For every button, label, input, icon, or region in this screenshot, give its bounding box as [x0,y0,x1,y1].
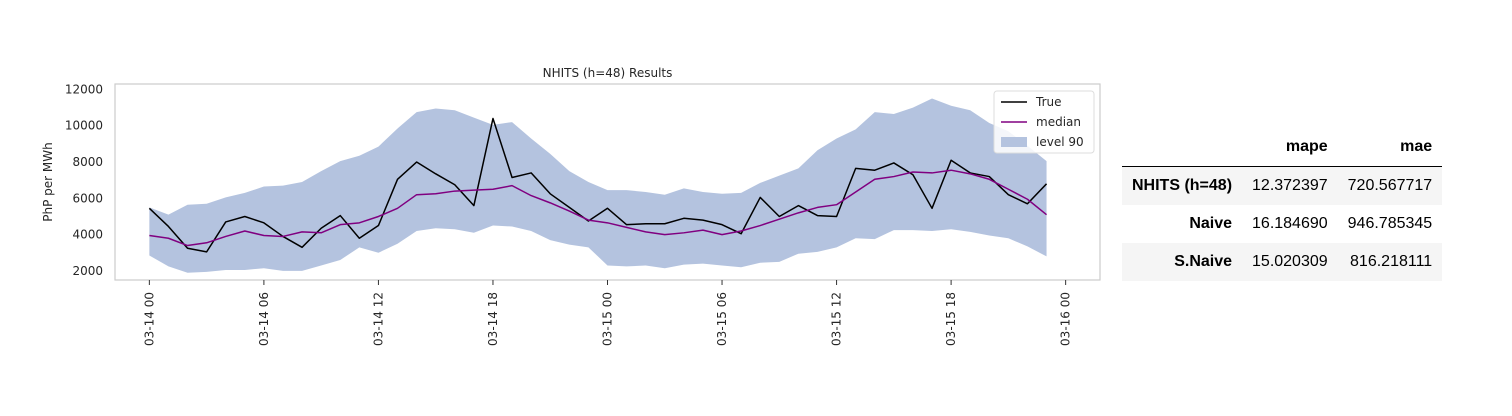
row-label: NHITS (h=48) [1132,177,1233,194]
mae-cell: 946.785345 [1347,215,1433,232]
series-line-median [149,169,1048,247]
y-tick-label: 2000 [72,264,103,278]
mape-column-header: mape [1285,138,1328,155]
mape-cell: 12.372397 [1252,177,1328,194]
table-corner-header [1122,128,1242,167]
x-tick-label: 03-14 12 [371,292,385,346]
series-line-true [148,117,1048,253]
x-tick-label: 03-15 00 [601,292,615,346]
mae-cell: 720.567717 [1347,177,1433,194]
legend-swatch [1001,137,1027,147]
y-tick-label: 4000 [72,228,103,242]
row-label: Naive [1189,215,1233,232]
y-tick-label: 12000 [65,82,103,96]
table-row: S.Naive 15.020309 816.218111 [1122,243,1443,281]
forecast-chart: 2000 4000 6000 8000 10000 12000 03-14 00 03-14 … [41,66,1101,346]
table-row: Naive 16.184690 946.785345 [1122,205,1442,243]
level-90-band [149,98,1047,273]
mae-column-header: mae [1400,138,1433,155]
mape-cell: 16.184690 [1252,215,1328,232]
x-tick-label: 03-14 18 [486,292,500,346]
legend-label: median [1036,115,1081,129]
y-tick-label: 8000 [72,155,103,169]
y-tick-label: 10000 [65,119,103,133]
metrics-table: mape mae NHITS (h=48) 12.372397 720.5677… [1122,128,1443,281]
row-label: S.Naive [1174,253,1233,270]
chart-title: NHITS (h=48) Results [543,66,673,80]
table-header-row: mape mae [1122,128,1443,167]
y-tick-label: 6000 [72,191,103,205]
table-row: NHITS (h=48) 12.372397 720.567717 [1122,166,1443,205]
x-tick-label: 03-14 06 [257,292,271,346]
mape-cell: 15.020309 [1252,253,1328,270]
y-axis-label: PhP per MWh [41,142,55,221]
forecast-chart-svg: 2000 4000 6000 8000 10000 12000 03-14 00 03-14 … [41,66,1101,346]
legend-label: level 90 [1036,135,1084,149]
x-tick-label: 03-15 06 [715,292,729,346]
legend-label: True [1035,95,1062,109]
x-tick-label: 03-15 18 [944,292,958,346]
x-tick-label: 03-16 00 [1059,292,1073,346]
mae-cell: 816.218111 [1350,253,1433,270]
x-tick-label: 03-14 00 [142,292,156,346]
x-tick-label: 03-15 12 [830,292,844,346]
